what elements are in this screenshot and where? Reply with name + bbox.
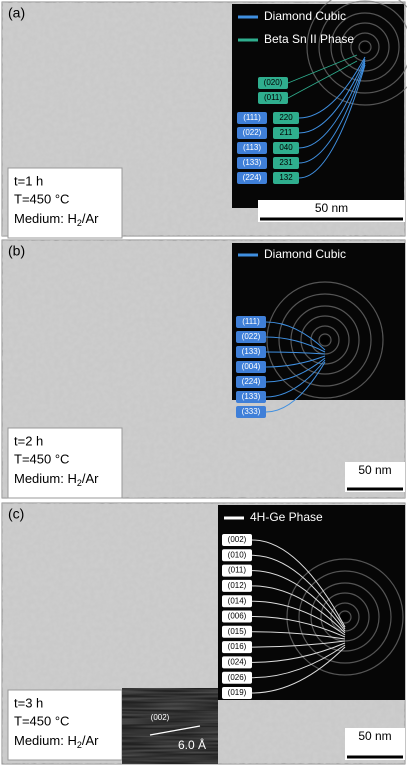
condition-text: t=2 h xyxy=(14,433,43,448)
spot-label: (022) xyxy=(243,128,262,137)
beam-stop xyxy=(361,43,369,51)
spot-label: (010) xyxy=(228,550,247,559)
spot-label: (022) xyxy=(242,332,261,341)
legend-label: Diamond Cubic xyxy=(264,247,346,261)
spot-label: (224) xyxy=(242,377,261,386)
condition-text: t=1 h xyxy=(14,173,43,188)
medium-part: Medium: H xyxy=(14,211,77,226)
spot-label: (026) xyxy=(228,673,247,682)
spot-label: 132 xyxy=(279,173,293,182)
beam-stop xyxy=(321,336,329,344)
spot-label: (002) xyxy=(228,535,247,544)
spot-label: (024) xyxy=(228,658,247,667)
medium-text: Medium: H2/Ar xyxy=(14,733,99,750)
medium-part: Medium: H xyxy=(14,733,77,748)
condition-text: T=450 °C xyxy=(14,713,69,728)
spot-label: (012) xyxy=(228,581,247,590)
legend-label: 4H-Ge Phase xyxy=(250,510,323,524)
spot-label: (133) xyxy=(242,347,261,356)
spot-label: 231 xyxy=(279,158,293,167)
scale-label: 50 nm xyxy=(358,463,391,477)
spot-label: 211 xyxy=(280,128,293,137)
legend-label: Beta Sn II Phase xyxy=(264,32,354,46)
scale-label: 50 nm xyxy=(358,729,391,743)
spot-label: (333) xyxy=(242,407,261,416)
spot-label: (111) xyxy=(243,113,261,122)
figure: (a) Diamond Cubic Beta Sn II Phase (020) (01… xyxy=(0,0,407,766)
hrtem-fringes xyxy=(122,688,218,764)
medium-part: /Ar xyxy=(82,733,99,748)
spot-label: (019) xyxy=(228,688,247,697)
medium-text: Medium: H2/Ar xyxy=(14,211,99,228)
spot-label: (020) xyxy=(264,78,283,87)
spot-label: (015) xyxy=(228,627,247,636)
spot-label: (011) xyxy=(228,566,246,575)
medium-part: /Ar xyxy=(82,211,99,226)
spot-label: 040 xyxy=(279,143,293,152)
condition-text: t=3 h xyxy=(14,695,43,710)
panel-label: (b) xyxy=(8,243,25,259)
spot-label: (133) xyxy=(242,392,261,401)
scale-label: 50 nm xyxy=(315,201,348,215)
legend-label: Diamond Cubic xyxy=(264,9,346,23)
spot-label: 220 xyxy=(279,113,293,122)
condition-text: T=450 °C xyxy=(14,451,69,466)
spot-label: (004) xyxy=(242,362,261,371)
hrtem-spacing: 6.0 Å xyxy=(178,737,206,752)
hrtem-plane: (002) xyxy=(151,713,170,722)
spot-label: (014) xyxy=(228,596,247,605)
spot-label: (224) xyxy=(243,173,262,182)
medium-part: /Ar xyxy=(82,471,99,486)
spot-label: (006) xyxy=(228,612,247,621)
spot-label: (016) xyxy=(228,642,247,651)
spot-label: (113) xyxy=(243,143,261,152)
panel-label: (a) xyxy=(8,5,25,21)
medium-part: Medium: H xyxy=(14,471,77,486)
medium-text: Medium: H2/Ar xyxy=(14,471,99,488)
condition-text: T=450 °C xyxy=(14,191,69,206)
spot-label: (133) xyxy=(243,158,262,167)
panel-label: (c) xyxy=(8,506,24,522)
beam-stop xyxy=(341,613,349,621)
spot-label: (111) xyxy=(242,317,260,326)
spot-label: (011) xyxy=(264,93,282,102)
